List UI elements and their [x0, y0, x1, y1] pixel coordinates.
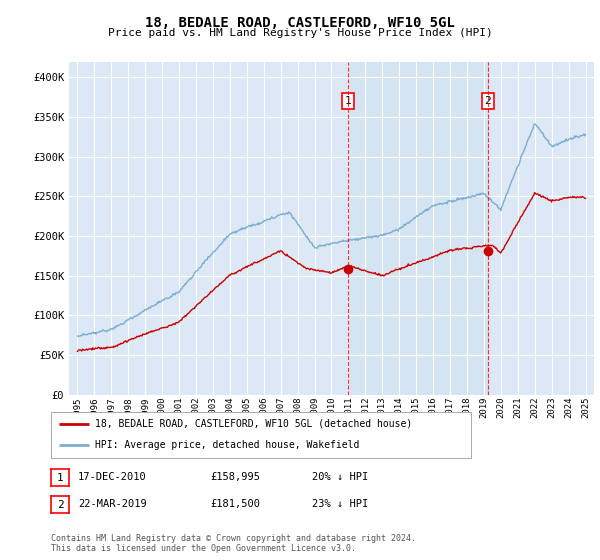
- Text: 1: 1: [344, 96, 351, 106]
- Text: 2: 2: [56, 500, 64, 510]
- Text: 20% ↓ HPI: 20% ↓ HPI: [312, 472, 368, 482]
- Bar: [348, 62, 488, 395]
- Text: 17-DEC-2010: 17-DEC-2010: [78, 472, 147, 482]
- Text: 23% ↓ HPI: 23% ↓ HPI: [312, 499, 368, 509]
- Text: Contains HM Land Registry data © Crown copyright and database right 2024.
This d: Contains HM Land Registry data © Crown c…: [51, 534, 416, 553]
- Text: HPI: Average price, detached house, Wakefield: HPI: Average price, detached house, Wake…: [95, 440, 359, 450]
- Text: 18, BEDALE ROAD, CASTLEFORD, WF10 5GL: 18, BEDALE ROAD, CASTLEFORD, WF10 5GL: [145, 16, 455, 30]
- Text: 22-MAR-2019: 22-MAR-2019: [78, 499, 147, 509]
- Text: £181,500: £181,500: [210, 499, 260, 509]
- Text: Price paid vs. HM Land Registry's House Price Index (HPI): Price paid vs. HM Land Registry's House …: [107, 28, 493, 38]
- Text: 18, BEDALE ROAD, CASTLEFORD, WF10 5GL (detached house): 18, BEDALE ROAD, CASTLEFORD, WF10 5GL (d…: [95, 419, 412, 429]
- Text: 1: 1: [56, 473, 64, 483]
- Text: 2: 2: [484, 96, 491, 106]
- Text: £158,995: £158,995: [210, 472, 260, 482]
